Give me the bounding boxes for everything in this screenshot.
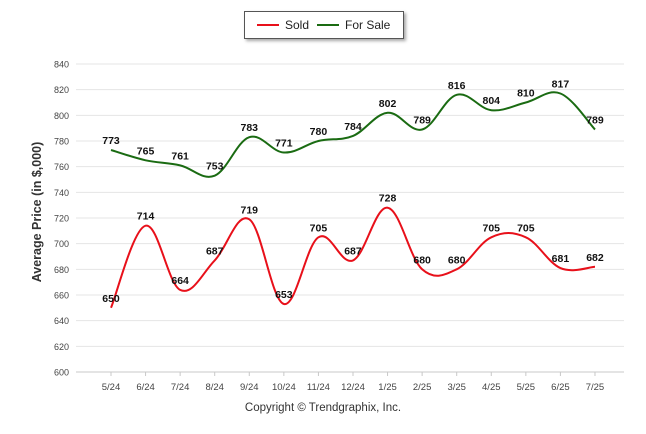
series-line-sold [110, 206, 596, 309]
legend: Sold For Sale [244, 11, 404, 39]
data-label-sold: 681 [552, 253, 570, 265]
legend-swatch-sold [257, 24, 279, 26]
data-label-sold: 705 [483, 222, 501, 234]
legend-swatch-for-sale [317, 24, 339, 26]
data-label-sold: 682 [586, 252, 604, 264]
data-labels: 650 714 664 687 719 653 705 687 728 680 680 705 705 6… [102, 79, 604, 305]
data-label-for-sale: 765 [137, 145, 155, 157]
x-tick-label: 8/24 [205, 382, 224, 393]
y-tick-label: 640 [54, 316, 69, 326]
x-tick-label: 6/25 [551, 382, 570, 393]
axes: 600 620 640 660 680 700 720 740 760 780 800 820 840 5… [54, 60, 624, 393]
y-tick-label: 740 [54, 188, 69, 198]
data-label-sold: 705 [310, 222, 328, 234]
x-tick-label: 3/25 [447, 382, 466, 393]
legend-item-for-sale[interactable]: For Sale [317, 18, 390, 32]
data-label-for-sale: 802 [379, 98, 397, 110]
data-label-sold: 687 [344, 245, 362, 257]
data-label-for-sale: 771 [275, 138, 293, 150]
y-tick-label: 800 [54, 111, 69, 121]
x-tick-label: 4/25 [482, 382, 501, 393]
y-tick-label: 680 [54, 265, 69, 275]
x-tick-label: 5/25 [517, 382, 536, 393]
y-tick-label: 820 [54, 85, 69, 95]
data-label-sold: 664 [171, 275, 189, 287]
legend-label-for-sale: For Sale [345, 18, 391, 32]
y-tick-label: 780 [54, 137, 69, 147]
data-label-for-sale: 784 [344, 121, 362, 133]
data-label-for-sale: 789 [586, 114, 604, 126]
data-label-for-sale: 804 [483, 95, 501, 107]
data-label-sold: 650 [102, 293, 120, 305]
data-label-sold: 728 [379, 193, 397, 205]
x-tick-label: 2/25 [413, 382, 432, 393]
y-tick-label: 620 [54, 342, 69, 352]
x-tick-label: 6/24 [136, 382, 155, 393]
y-axis-label: Average Price (in $,000) [30, 141, 44, 283]
y-tick-label: 720 [54, 214, 69, 224]
x-tick-label: 10/24 [272, 382, 296, 393]
data-label-for-sale: 789 [413, 114, 431, 126]
data-label-sold: 719 [241, 204, 259, 216]
data-label-for-sale: 780 [310, 126, 328, 138]
data-label-sold: 705 [517, 222, 535, 234]
data-label-for-sale: 761 [171, 150, 189, 162]
data-label-for-sale: 773 [102, 135, 120, 147]
copyright-text: Copyright © Trendgraphix, Inc. [244, 402, 402, 414]
data-label-for-sale: 783 [241, 122, 259, 134]
legend-label-sold: Sold [285, 18, 310, 32]
y-tick-label: 600 [54, 368, 69, 378]
legend-item-sold[interactable]: Sold [257, 18, 309, 32]
data-label-sold: 714 [137, 211, 155, 223]
data-label-sold: 680 [413, 254, 431, 266]
x-tick-label: 7/25 [586, 382, 605, 393]
x-tick-label: 5/24 [102, 382, 121, 393]
x-tick-label: 11/24 [307, 382, 330, 393]
y-tick-label: 660 [54, 291, 69, 301]
x-tick-label: 12/24 [341, 382, 365, 393]
data-label-sold: 687 [206, 245, 224, 257]
data-label-sold: 680 [448, 254, 466, 266]
y-tick-label: 700 [54, 239, 69, 249]
series-lines [110, 91, 596, 309]
data-label-sold: 653 [275, 289, 293, 301]
series-line-for-sale [110, 91, 596, 178]
grid-lines [76, 63, 624, 373]
y-tick-label: 840 [54, 60, 69, 70]
data-label-for-sale: 810 [517, 88, 535, 100]
x-tick-label: 7/24 [171, 382, 190, 393]
data-label-for-sale: 816 [448, 80, 466, 92]
y-tick-label: 760 [54, 162, 69, 172]
x-tick-label: 9/24 [240, 382, 259, 393]
x-tick-label: 1/25 [378, 382, 397, 393]
data-label-for-sale: 817 [552, 79, 570, 91]
data-label-for-sale: 753 [206, 161, 224, 173]
